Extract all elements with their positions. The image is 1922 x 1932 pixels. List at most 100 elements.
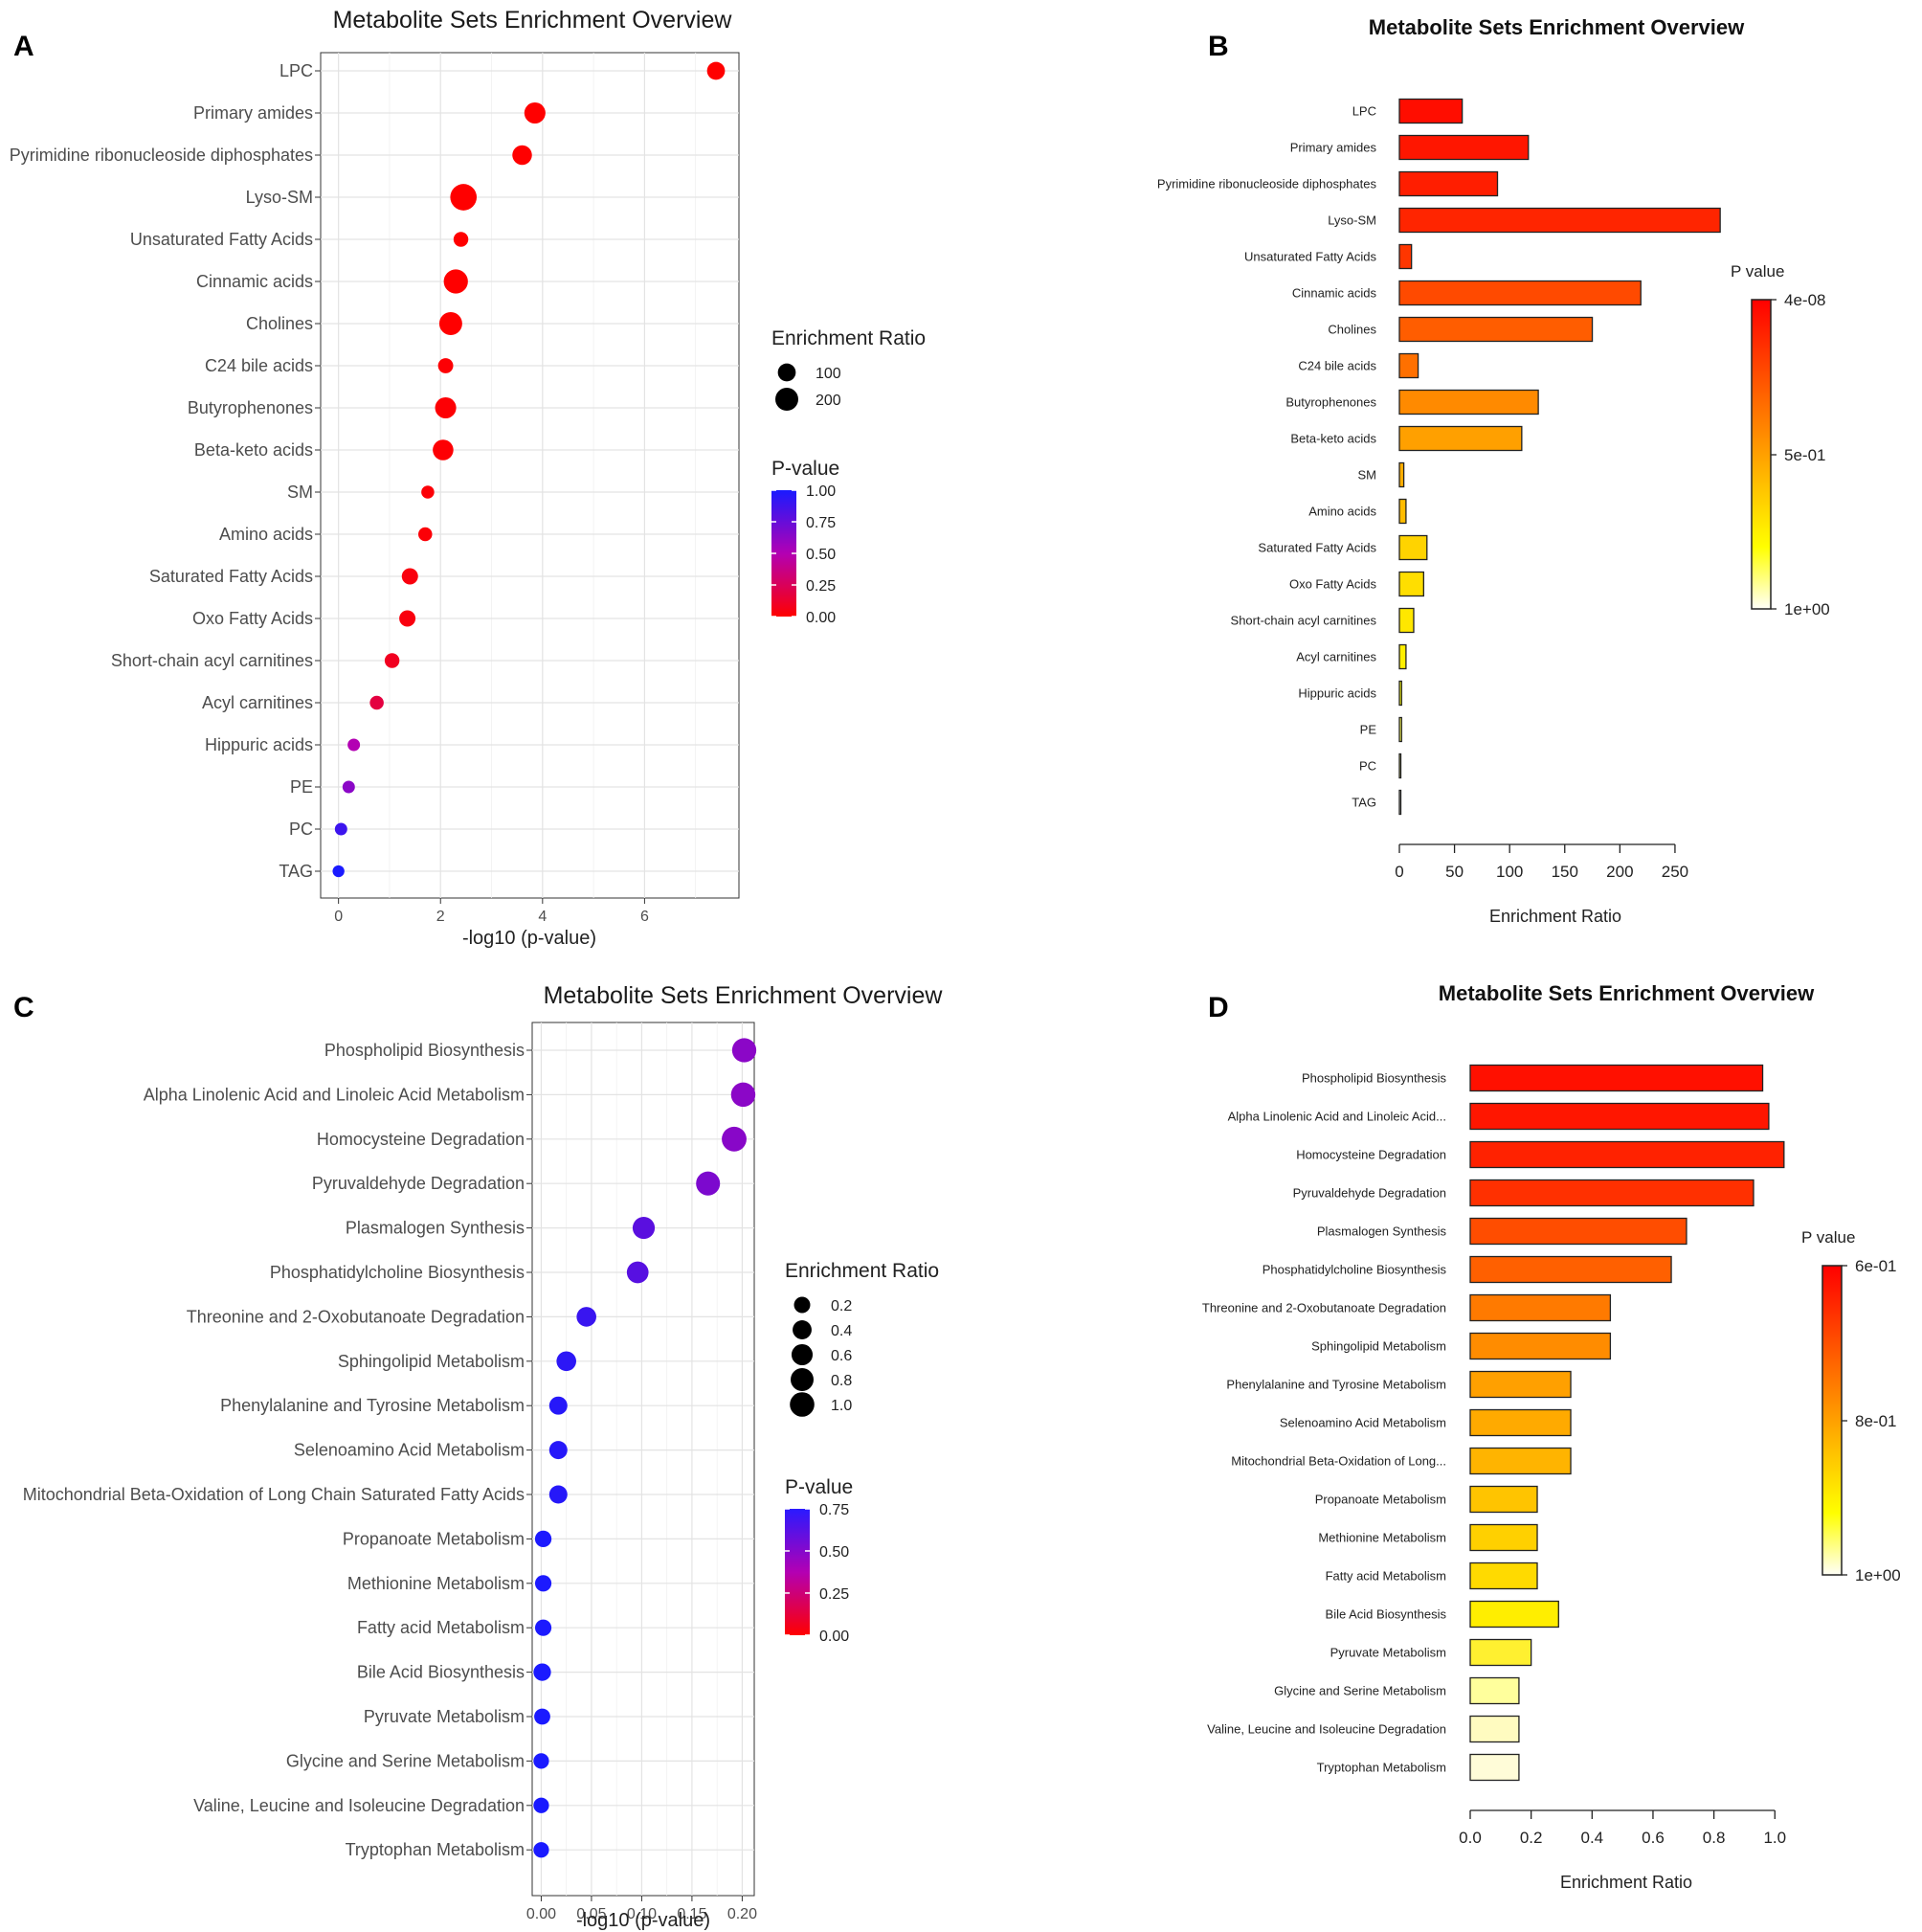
colorbar-label: 0.00 xyxy=(806,610,836,626)
bar-cinnamic-acids xyxy=(1398,280,1642,306)
panel-a-color-legend-labels: 1.00 0.75 0.50 0.25 0.00 xyxy=(771,483,836,626)
colorbar-label: 0.50 xyxy=(819,1544,849,1561)
bar-threonine-and-2-oxobutanoate-degradation xyxy=(1469,1293,1612,1322)
bar-tryptophan-metabolism xyxy=(1469,1753,1520,1782)
x-tick-label: 0.8 xyxy=(1703,1829,1726,1847)
panel-letter-d: D xyxy=(1208,992,1229,1023)
bar-pc xyxy=(1398,753,1402,779)
bar-sm xyxy=(1398,461,1405,488)
y-label-primary-amides: Primary amides xyxy=(193,103,313,123)
point-homocysteine-degradation xyxy=(722,1126,747,1152)
point-lpc xyxy=(706,61,726,80)
y-label-pyruvaldehyde-degradation: Pyruvaldehyde Degradation xyxy=(312,1174,525,1193)
panel-a-dot-plot: Metabolite Sets Enrichment Overview LPC P… xyxy=(10,7,926,949)
colorbar-label: 6e-01 xyxy=(1855,1257,1896,1275)
bar-pe xyxy=(1398,716,1402,743)
y-label-fatty-acid-metabolism: Fatty acid Metabolism xyxy=(357,1618,525,1637)
panel-d-bars xyxy=(1469,1064,1785,1782)
y-label-cinnamic-acids: Cinnamic acids xyxy=(196,272,313,291)
panel-d-title: Metabolite Sets Enrichment Overview xyxy=(1439,981,1815,1005)
size-legend-dot xyxy=(793,1296,811,1314)
y-label-selenoamino-acid-metabolism: Selenoamino Acid Metabolism xyxy=(1280,1416,1446,1430)
y-label-acyl-carnitines: Acyl carnitines xyxy=(202,693,313,712)
y-label-short-chain-acyl-carnitines: Short-chain acyl carnitines xyxy=(111,651,313,670)
size-legend-dot xyxy=(791,1343,814,1366)
y-label-plasmalogen-synthesis: Plasmalogen Synthesis xyxy=(346,1219,525,1238)
y-label-tryptophan-metabolism: Tryptophan Metabolism xyxy=(1317,1761,1446,1775)
size-legend-label: 0.6 xyxy=(831,1348,852,1364)
y-label-saturated-fatty-acids: Saturated Fatty Acids xyxy=(149,567,313,586)
x-tick-label: 250 xyxy=(1662,863,1688,881)
panel-c-title: Metabolite Sets Enrichment Overview xyxy=(544,982,944,1009)
colorbar-label: 5e-01 xyxy=(1784,446,1825,464)
point-c24-bile-acids xyxy=(437,358,454,373)
point-tag xyxy=(332,865,345,878)
y-label-glycine-and-serine-metabolism: Glycine and Serine Metabolism xyxy=(286,1751,525,1770)
bar-valine-leucine-and-isoleucine-degradation xyxy=(1469,1715,1520,1743)
x-tick-label: 50 xyxy=(1445,863,1464,881)
y-label-lyso-sm: Lyso-SM xyxy=(246,188,313,207)
y-label-tag: TAG xyxy=(1352,796,1376,810)
y-label-tryptophan-metabolism: Tryptophan Metabolism xyxy=(346,1840,525,1859)
x-tick-label: 0.6 xyxy=(1642,1829,1665,1847)
bar-lyso-sm xyxy=(1398,207,1721,234)
bar-phenylalanine-and-tyrosine-metabolism xyxy=(1469,1370,1572,1399)
colorbar-label: 4e-08 xyxy=(1784,291,1825,309)
panel-b-bars xyxy=(1398,98,1721,816)
y-label-pc: PC xyxy=(289,820,313,839)
point-tryptophan-metabolism xyxy=(533,1842,549,1858)
y-label-propanoate-metabolism: Propanoate Metabolism xyxy=(1315,1493,1446,1507)
y-label-phospholipid-biosynthesis: Phospholipid Biosynthesis xyxy=(1302,1071,1447,1086)
panel-letter-c: C xyxy=(13,992,34,1023)
bar-homocysteine-degradation xyxy=(1469,1140,1785,1169)
x-tick-label: 0 xyxy=(1395,863,1403,881)
panel-c-points xyxy=(533,1038,757,1858)
size-legend-label: 1.0 xyxy=(831,1398,852,1414)
y-label-phosphatidylcholine-biosynthesis: Phosphatidylcholine Biosynthesis xyxy=(1263,1263,1447,1277)
y-label-homocysteine-degradation: Homocysteine Degradation xyxy=(1296,1148,1446,1162)
panel-c-dot-plot: Metabolite Sets Enrichment Overview Phos… xyxy=(23,982,944,1931)
point-fatty-acid-metabolism xyxy=(534,1619,552,1636)
bar-fatty-acid-metabolism xyxy=(1469,1561,1538,1590)
bar-selenoamino-acid-metabolism xyxy=(1469,1408,1572,1437)
y-label-pyruvate-metabolism: Pyruvate Metabolism xyxy=(364,1707,525,1726)
y-label-sphingolipid-metabolism: Sphingolipid Metabolism xyxy=(1311,1339,1446,1354)
point-threonine-and-2-oxobutanoate-degradation xyxy=(576,1307,596,1327)
bar-phosphatidylcholine-biosynthesis xyxy=(1469,1255,1672,1284)
panel-letter-b: B xyxy=(1208,31,1229,62)
y-label-cholines: Cholines xyxy=(246,314,313,333)
y-label-threonine-and-2-oxobutanoate-degradation: Threonine and 2-Oxobutanoate Degradation xyxy=(1202,1301,1446,1315)
y-label-hippuric-acids: Hippuric acids xyxy=(1298,686,1376,701)
x-tick-label: 6 xyxy=(640,909,649,925)
panel-a-plot-area xyxy=(320,52,740,899)
size-legend-label: 100 xyxy=(816,366,841,382)
point-phosphatidylcholine-biosynthesis xyxy=(626,1261,649,1284)
colorbar-label: 8e-01 xyxy=(1855,1412,1896,1430)
y-label-methionine-metabolism: Methionine Metabolism xyxy=(347,1574,525,1593)
panel-a-x-axis-title: -log10 (p-value) xyxy=(462,928,596,949)
y-label-valine-leucine-and-isoleucine-degradation: Valine, Leucine and Isoleucine Degradati… xyxy=(1207,1722,1446,1737)
y-label-valine-leucine-and-isoleucine-degradation: Valine, Leucine and Isoleucine Degradati… xyxy=(193,1796,525,1815)
bar-mitochondrial-beta-oxidation-of-long xyxy=(1469,1447,1572,1475)
point-sphingolipid-metabolism xyxy=(556,1351,576,1372)
y-label-cholines: Cholines xyxy=(1328,323,1376,337)
y-label-sphingolipid-metabolism: Sphingolipid Metabolism xyxy=(338,1352,525,1371)
x-tick-label: 200 xyxy=(1606,863,1633,881)
x-tick-label: 100 xyxy=(1496,863,1523,881)
panel-c-colorbar xyxy=(785,1509,810,1635)
bar-c24-bile-acids xyxy=(1398,352,1419,379)
point-alpha-linolenic-acid-and-linoleic-acid-metabolism xyxy=(730,1082,756,1108)
panel-d-x-axis-title: Enrichment Ratio xyxy=(1560,1873,1692,1892)
bar-acyl-carnitines xyxy=(1398,643,1407,670)
x-tick-label: 0.0 xyxy=(1459,1829,1482,1847)
panel-d-x-axis: 0.0 0.2 0.4 0.6 0.8 1.0 xyxy=(1459,1809,1786,1847)
bar-amino-acids xyxy=(1398,498,1407,525)
panel-a-color-legend-title: P-value xyxy=(771,458,839,480)
bar-primary-amides xyxy=(1398,134,1530,161)
y-label-mitochondrial-beta-oxidation-of-long-chain-saturated-fatty-acids: Mitochondrial Beta-Oxidation of Long Cha… xyxy=(23,1485,525,1504)
point-beta-keto-acids xyxy=(433,439,454,461)
point-methionine-metabolism xyxy=(534,1575,552,1592)
bar-beta-keto-acids xyxy=(1398,425,1523,452)
y-label-plasmalogen-synthesis: Plasmalogen Synthesis xyxy=(1317,1224,1447,1239)
